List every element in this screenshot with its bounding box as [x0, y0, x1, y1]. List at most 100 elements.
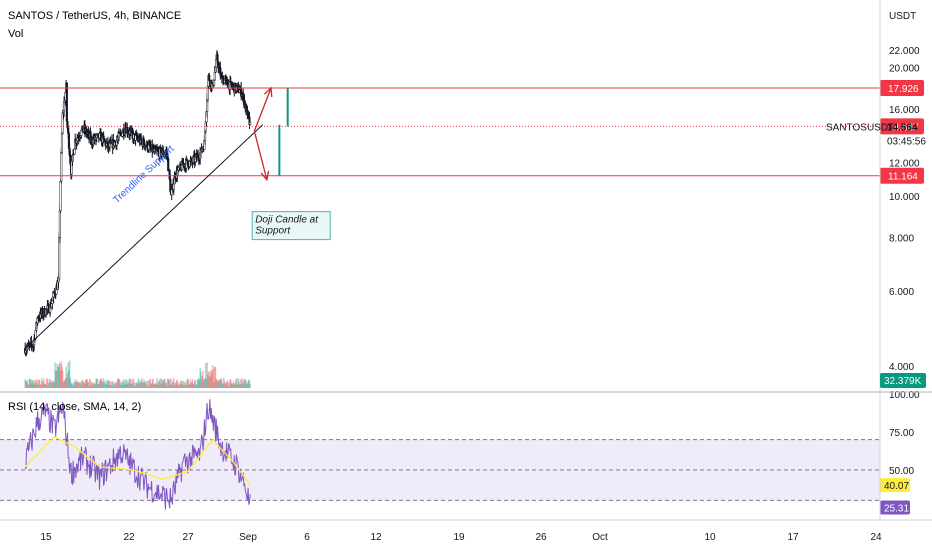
- volume-bar: [171, 382, 174, 388]
- volume-bar: [104, 384, 106, 388]
- volume-bar: [242, 379, 244, 388]
- candle-body: [249, 122, 252, 126]
- volume-bar: [230, 379, 232, 388]
- volume-bar: [191, 379, 194, 388]
- volume-bar: [55, 370, 57, 388]
- projection-arrow-up[interactable]: [253, 87, 272, 132]
- volume-bar: [68, 360, 71, 388]
- volume-bar: [111, 381, 113, 388]
- volume-bar: [62, 381, 65, 388]
- volume-bar: [173, 385, 176, 388]
- volume-bar: [225, 383, 227, 388]
- volume-bar: [146, 385, 149, 388]
- candle-body: [63, 101, 66, 112]
- volume-bar: [164, 378, 166, 388]
- volume-bar: [93, 382, 95, 388]
- volume-bar: [223, 380, 226, 388]
- volume-bar: [31, 379, 33, 388]
- volume-bar: [48, 382, 50, 388]
- price-axis[interactable]: 22.000 20.000 16.000 12.000 10.000 8.000 6.000…: [0, 0, 932, 520]
- volume-bar: [34, 380, 36, 388]
- volume-bar: [111, 381, 114, 388]
- volume-bar: [107, 380, 110, 388]
- volume-bar: [33, 384, 35, 388]
- volume-bar: [235, 382, 237, 388]
- volume-bar: [117, 379, 119, 388]
- trendline-support-line[interactable]: [24, 124, 264, 349]
- volume-bar: [237, 378, 240, 388]
- volume-bar: [46, 378, 49, 388]
- volume-bar: [97, 383, 99, 388]
- volume-bar: [201, 375, 203, 388]
- volume-bar: [180, 380, 182, 388]
- volume-bars: [24, 360, 251, 388]
- candle-body: [213, 72, 216, 81]
- symbol-title[interactable]: SANTOS / TetherUS, 4h, BINANCE: [8, 10, 181, 22]
- volume-bar: [78, 382, 81, 388]
- volume-bar: [69, 378, 72, 388]
- time-axis[interactable]: 15 22 27 Sep 6 12 19 26 Oct 10 17 24: [0, 519, 932, 543]
- candle-body: [60, 132, 64, 153]
- volume-value-tag[interactable]: 32.379K: [880, 373, 926, 388]
- volume-bar: [189, 379, 192, 388]
- volume-bar: [193, 384, 195, 388]
- rsi-sma-value-tag[interactable]: 40.07: [880, 478, 910, 493]
- volume-bar: [68, 370, 70, 388]
- volume-bar: [148, 385, 150, 388]
- volume-bar: [98, 380, 101, 388]
- volume-bar: [167, 378, 169, 388]
- volume-bar: [239, 379, 242, 388]
- volume-bar: [136, 382, 138, 388]
- volume-bar: [204, 379, 206, 388]
- volume-bar: [175, 380, 178, 388]
- volume-bar: [52, 382, 54, 388]
- projection-arrow-down[interactable]: [253, 130, 268, 180]
- volume-bar: [71, 384, 74, 388]
- rsi-pane[interactable]: 100.00 75.00 50.00 40.07 25.31: [0, 390, 920, 515]
- volume-bar: [77, 382, 79, 388]
- candle-body: [172, 183, 175, 190]
- level-price-tag[interactable]: 14.567: [880, 118, 924, 135]
- volume-bar: [125, 383, 127, 388]
- price-tick-label: 4.000: [889, 362, 914, 373]
- volume-bar: [236, 384, 239, 388]
- volume-bar: [205, 363, 207, 388]
- volume-bar: [140, 380, 142, 388]
- volume-bar: [49, 380, 51, 388]
- rsi-line: [24, 399, 251, 510]
- volume-bar: [133, 385, 135, 388]
- volume-indicator-label[interactable]: Vol: [8, 28, 23, 40]
- volume-bar: [246, 383, 248, 388]
- level-price-tag[interactable]: 17.926: [880, 79, 924, 96]
- level-price-tag[interactable]: 11.164: [880, 167, 924, 184]
- volume-bar: [121, 382, 124, 388]
- volume-bar: [160, 378, 162, 388]
- rsi-value-text: 25.31: [884, 504, 909, 515]
- volume-bar: [142, 382, 144, 388]
- volume-bar: [66, 377, 68, 388]
- volume-bar: [208, 376, 210, 388]
- volume-bar: [232, 384, 234, 388]
- rsi-value-tag[interactable]: 25.31: [880, 500, 910, 515]
- rsi-indicator-title[interactable]: RSI (14, close, SMA, 14, 2): [8, 401, 141, 413]
- volume-bar: [109, 384, 111, 388]
- volume-bar: [91, 382, 94, 388]
- volume-bar: [127, 381, 129, 388]
- volume-bar: [132, 379, 135, 388]
- volume-bar: [39, 380, 41, 388]
- volume-bar: [155, 384, 158, 388]
- volume-bar: [183, 381, 185, 388]
- volume-bar: [230, 383, 233, 388]
- volume-bar: [200, 378, 203, 388]
- volume-bar: [105, 382, 107, 388]
- volume-bar: [93, 383, 96, 388]
- horizontal-levels[interactable]: 17.926 14.567 11.164: [0, 79, 924, 184]
- volume-bar: [238, 382, 240, 388]
- volume-bar: [248, 380, 250, 388]
- volume-bar: [41, 378, 43, 388]
- rsi-sma-line: [24, 435, 251, 486]
- volume-bar: [107, 379, 109, 388]
- volume-bar: [136, 384, 139, 388]
